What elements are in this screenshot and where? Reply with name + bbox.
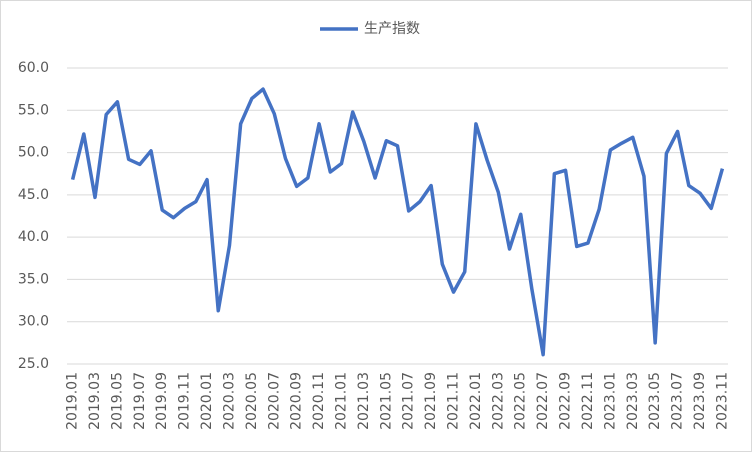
x-tick-label: 2019.05 (109, 372, 125, 430)
x-tick-label: 2019.01 (65, 372, 81, 430)
x-tick-label: 2021.03 (356, 372, 372, 430)
x-tick-label: 2021.05 (378, 372, 394, 430)
y-tick-label: 35.0 (18, 271, 49, 287)
y-tick-label: 45.0 (18, 187, 49, 203)
x-tick-label: 2023.07 (670, 372, 686, 430)
x-tick-label: 2023.03 (625, 372, 641, 430)
x-tick-label: 2022.01 (468, 372, 484, 430)
x-tick-label: 2019.03 (87, 372, 103, 430)
x-tick-label: 2023.05 (647, 372, 663, 430)
x-tick-label: 2022.11 (580, 372, 596, 430)
x-tick-label: 2019.07 (132, 372, 148, 430)
x-tick-label: 2020.07 (266, 372, 282, 430)
x-tick-label: 2022.03 (490, 372, 506, 430)
x-tick-label: 2023.01 (602, 372, 618, 430)
y-tick-label: 25.0 (18, 356, 49, 372)
x-tick-label: 2022.07 (535, 372, 551, 430)
x-tick-label: 2021.07 (401, 372, 417, 430)
x-tick-label: 2020.11 (311, 372, 327, 430)
series-line (70, 87, 725, 357)
x-tick-label: 2020.09 (289, 372, 305, 430)
x-tick-label: 2019.09 (154, 372, 170, 430)
x-tick-label: 2023.09 (692, 372, 708, 430)
y-tick-label: 55.0 (18, 102, 49, 118)
legend-label: 生产指数 (364, 21, 420, 37)
y-tick-label: 60.0 (18, 60, 49, 76)
x-tick-label: 2022.09 (558, 372, 574, 430)
x-tick-label: 2022.05 (513, 372, 529, 430)
x-tick-label: 2019.11 (177, 372, 193, 430)
x-tick-label: 2020.01 (199, 372, 215, 430)
x-tick-label: 2021.09 (423, 372, 439, 430)
y-tick-label: 50.0 (18, 145, 49, 161)
y-tick-label: 30.0 (18, 314, 49, 330)
x-tick-label: 2021.01 (333, 372, 349, 430)
x-tick-label: 2020.05 (244, 372, 260, 430)
x-tick-label: 2021.11 (446, 372, 462, 430)
x-tick-label: 2023.11 (714, 372, 730, 430)
y-tick-label: 40.0 (18, 229, 49, 245)
x-tick-label: 2020.03 (221, 372, 237, 430)
